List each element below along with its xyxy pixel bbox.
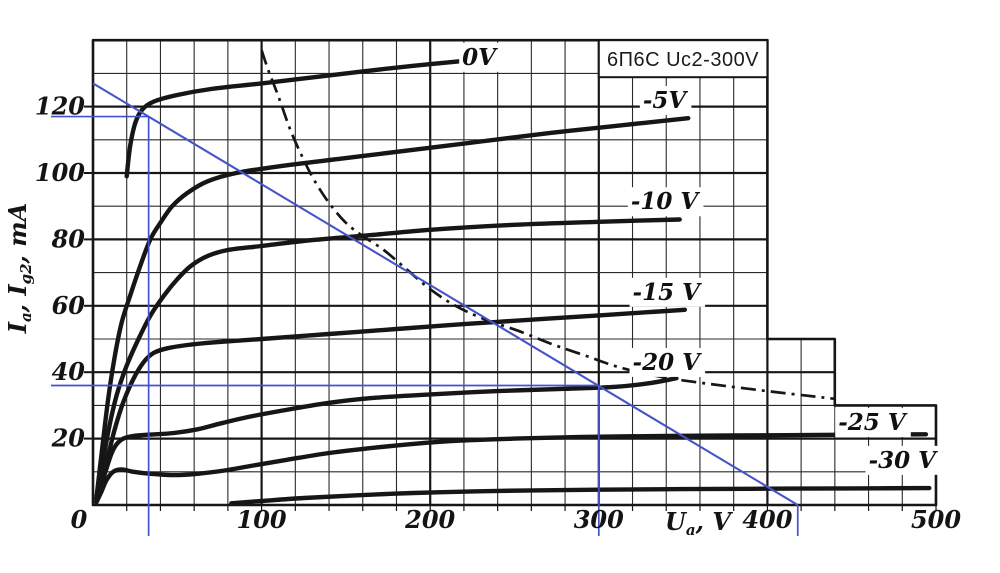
curve--10V: [94, 217, 682, 503]
x-axis-title: Ua, V: [665, 507, 733, 539]
y-axis-title: Ia, Ig2, mA: [3, 203, 35, 335]
load-line-layer: [51, 82, 799, 536]
title-box-label: 6П6С Uc2-300V: [607, 49, 759, 71]
svg-text:-30 V: -30 V: [869, 447, 939, 474]
curve--20V: [94, 376, 679, 504]
svg-text:-25 V: -25 V: [838, 409, 908, 436]
curve-label--15V: -15 V: [629, 277, 706, 307]
x-tick-label-300: 300: [574, 505, 624, 534]
svg-text:-10 V: -10 V: [631, 188, 701, 215]
curve-label-0V: 0V: [459, 42, 502, 72]
y-tick-label-100: 100: [35, 158, 85, 187]
curve-label--20V: -20 V: [629, 347, 706, 377]
svg-text:-5V: -5V: [643, 87, 689, 114]
load-line: [92, 82, 799, 506]
y-tick-label-40: 40: [52, 357, 86, 386]
y-tick-label-120: 120: [35, 92, 85, 121]
x-tick-label-100: 100: [237, 505, 287, 534]
curve-0V: [124, 58, 465, 179]
curves-layer: [94, 58, 932, 506]
curve--5V: [94, 116, 691, 501]
curve--15V: [94, 307, 687, 504]
y-tick-label-20: 20: [51, 424, 86, 453]
curve-label--30V: -30 V: [865, 445, 942, 475]
svg-text:-15 V: -15 V: [633, 279, 703, 306]
svg-text:0V: 0V: [462, 44, 498, 71]
svg-text:-20 V: -20 V: [633, 349, 703, 376]
y-tick-label-80: 80: [51, 224, 86, 253]
axis-titles-layer: Ua, V Ia, Ig2, mA: [3, 203, 733, 539]
y-tick-label-60: 60: [52, 291, 86, 320]
x-tick-label-200: 200: [404, 505, 455, 534]
curve-label--25V: -25 V: [835, 408, 911, 437]
outline-layer: [84, 38, 938, 507]
curve-label--5V: -5V: [639, 85, 692, 115]
x-tick-label-0: 0: [71, 505, 88, 534]
legend-box-frame: [597, 39, 769, 79]
curve-labels-layer: 0V -5V -10 V -15 V -20 V -25 V -30 V: [459, 42, 942, 475]
x-tick-label-500: 500: [911, 505, 961, 534]
curve-label--10V: -10 V: [627, 187, 704, 217]
curve--30V: [229, 485, 932, 506]
tick-labels-layer: 0 100 200 300 400 500 20 40 60 80 100 120: [35, 92, 961, 534]
legend-box: [597, 39, 769, 79]
plot-border: [91, 38, 938, 507]
curve--25V: [94, 432, 929, 505]
x-tick-label-400: 400: [742, 505, 792, 534]
